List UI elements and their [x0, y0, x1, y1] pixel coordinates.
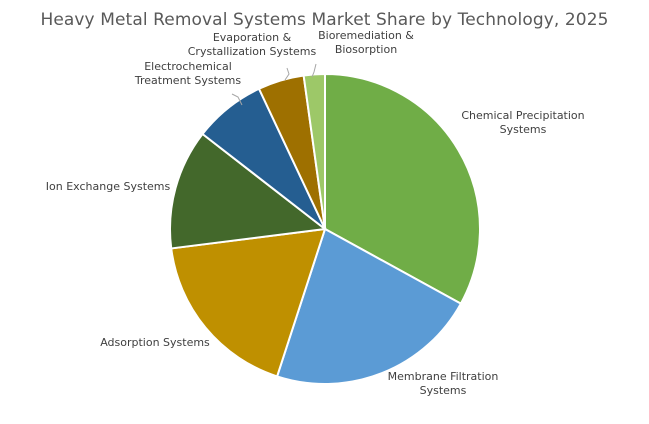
slice-label-4: Ion Exchange Systems: [46, 180, 171, 193]
leader-line-6: [284, 67, 290, 81]
leader-line-7: [311, 63, 317, 78]
slice-label-7: Bioremediation & Biosorption: [318, 29, 414, 56]
pie-slice-1: [324, 72, 481, 306]
pie-slice-7: [302, 72, 326, 230]
slice-label-2: Membrane Filtration Systems: [388, 370, 499, 397]
slice-label-4-line-1: Ion Exchange Systems: [46, 180, 171, 193]
slice-label-6: Evaporation & Crystallization Systems: [188, 31, 317, 58]
slice-label-3: Adsorption Systems: [100, 336, 210, 349]
pie-slice-2: [275, 227, 463, 385]
slice-label-7-line-2: Biosorption: [335, 43, 397, 56]
slice-label-1: Chemical Precipitation Systems: [461, 109, 584, 136]
slice-label-5: Electrochemical Treatment Systems: [134, 60, 241, 87]
slice-label-1-line-1: Chemical Precipitation: [461, 109, 584, 122]
slice-label-7-line-1: Bioremediation &: [318, 29, 414, 42]
slice-label-6-line-2: Crystallization Systems: [188, 45, 317, 58]
leader-line-5: [231, 93, 243, 106]
pie-slice-4: [169, 132, 328, 250]
slice-label-3-line-1: Adsorption Systems: [100, 336, 210, 349]
slice-label-5-line-1: Electrochemical: [144, 60, 232, 73]
slice-label-5-line-2: Treatment Systems: [134, 74, 241, 87]
slice-label-2-line-1: Membrane Filtration: [388, 370, 499, 383]
slice-label-2-line-2: Systems: [420, 384, 467, 397]
slice-label-1-line-2: Systems: [500, 123, 547, 136]
pie-slice-3: [170, 227, 327, 378]
slice-label-6-line-1: Evaporation &: [213, 31, 292, 44]
chart-title: Heavy Metal Removal Systems Market Share…: [40, 10, 609, 30]
